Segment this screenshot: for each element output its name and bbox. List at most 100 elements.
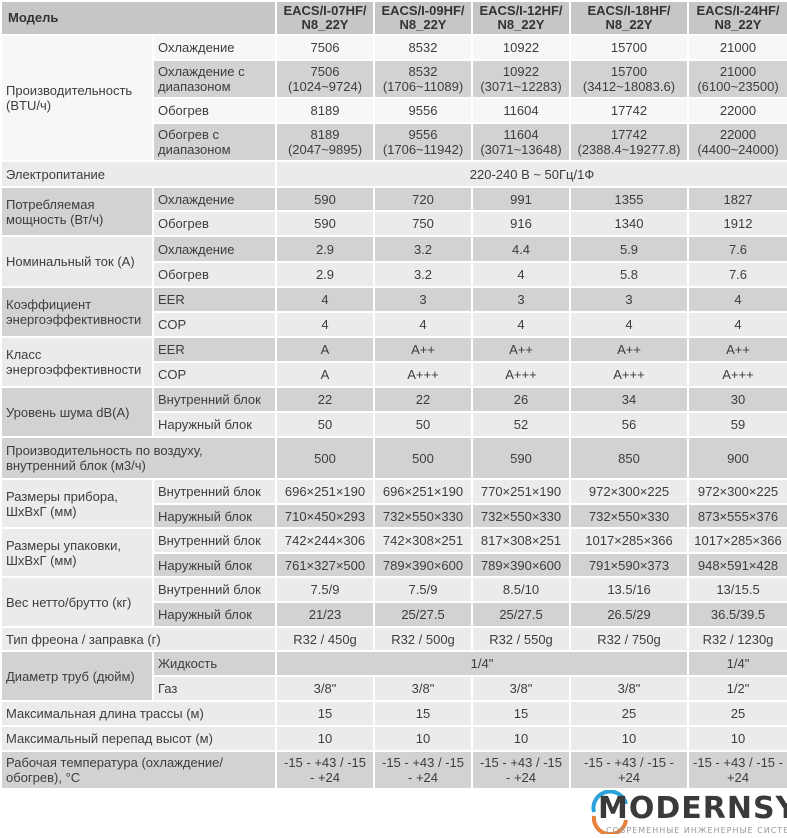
value-cell: 791×590×373 <box>569 552 689 578</box>
parameter-label: Вес нетто/брутто (кг) <box>0 576 154 628</box>
value-cell: 7506 (1024~9724) <box>275 59 375 99</box>
value-cell: 3 <box>471 286 571 313</box>
sub-parameter-label: Наружный блок <box>152 601 277 628</box>
value-cell: 1827 <box>687 186 787 212</box>
model-column-header: EACS/I-24HF/ N8_22Y <box>687 0 787 36</box>
model-header: Модель <box>0 0 277 36</box>
parameter-label: Номинальный ток (А) <box>0 235 154 288</box>
value-cell: 15 <box>471 700 571 727</box>
value-cell: 59 <box>687 411 787 438</box>
value-cell: 11604 <box>471 97 571 124</box>
value-cell: 3.2 <box>373 261 473 288</box>
parameter-label: Размеры прибора, ШхВхГ (мм) <box>0 478 154 529</box>
value-cell: 789×390×600 <box>471 552 571 578</box>
logo-tagline: СОВРЕМЕННЫЕ ИНЖЕНЕРНЫЕ СИСТЕМЫ <box>606 826 787 835</box>
table-row: Номинальный ток (А) Охлаждение 2.9 3.2 4.4 5.… <box>0 235 787 288</box>
sub-parameter-label: Жидкость <box>152 650 277 677</box>
value-cell: 3.2 <box>373 235 473 263</box>
value-cell: 4 <box>373 311 473 338</box>
value-cell: 50 <box>275 411 375 438</box>
value-cell: 10 <box>471 725 571 752</box>
value-cell: 4.4 <box>471 235 571 263</box>
value-cell: 25 <box>687 700 787 727</box>
header-row: Модель EACS/I-07HF/ N8_22Y EACS/I-09HF/ … <box>0 0 787 36</box>
value-cell: 220-240 В ~ 50Гц/1Ф <box>275 160 787 188</box>
value-cell: 5.8 <box>569 261 689 288</box>
value-cell: A++ <box>373 336 473 363</box>
logo-brand: MODERNSYS <box>598 791 787 826</box>
value-cell: A++ <box>569 336 689 363</box>
value-cell: 30 <box>687 386 787 413</box>
value-cell: A+++ <box>373 361 473 388</box>
table-row: Наружный блок 710×450×293 732×550×330 732×5… <box>1 503 787 529</box>
parameter-label: Производительность (BTU/ч) <box>0 34 154 162</box>
value-cell: 1/4" <box>687 650 787 677</box>
value-cell: 7506 <box>275 34 375 61</box>
sub-parameter-label: Обогрев <box>152 261 277 288</box>
sub-parameter-label: EER <box>152 286 277 313</box>
value-cell: 10922 <box>471 34 571 61</box>
table-row: Коэффициент энергоэффективности EER 4 3 3 3 4 <box>0 286 787 338</box>
value-cell: 7.5/9 <box>373 576 473 603</box>
sub-parameter-label: Наружный блок <box>152 503 277 529</box>
sub-parameter-label: Обогрев <box>152 97 277 124</box>
value-cell: 732×550×330 <box>569 503 689 529</box>
value-cell: 1/4" <box>275 650 689 677</box>
value-cell: 3/8" <box>373 675 473 702</box>
sub-parameter-label: Внутренний блок <box>152 576 277 603</box>
value-cell: 22 <box>373 386 473 413</box>
value-cell: 3/8" <box>569 675 689 702</box>
value-cell: 36.5/39.5 <box>687 601 787 628</box>
parameter-label: Размеры упаковки, ШхВхГ (мм) <box>0 527 154 578</box>
value-cell: A++ <box>471 336 571 363</box>
value-cell: 50 <box>373 411 473 438</box>
model-column-header: EACS/I-12HF/ N8_22Y <box>471 0 571 36</box>
sub-parameter-label: Газ <box>152 675 277 702</box>
table-row: Производительность по воздуху, внутренни… <box>0 436 787 480</box>
specs-table: Модель EACS/I-07HF/ N8_22Y EACS/I-09HF/ … <box>0 0 787 790</box>
value-cell: A+++ <box>569 361 689 388</box>
value-cell: 742×244×306 <box>275 527 375 554</box>
table-row: Класс энергоэффективности EER A A++ A++ A++ A+… <box>0 336 787 388</box>
table-row: Диаметр труб (дюйм) Жидкость 1/4" 1/4" <box>0 650 787 702</box>
table-row: Вес нетто/брутто (кг) Внутренний блок 7.5/… <box>0 576 787 628</box>
value-cell: 22 <box>275 386 375 413</box>
sub-parameter-label: EER <box>152 336 277 363</box>
value-cell: 13/15.5 <box>687 576 787 603</box>
parameter-label: Рабочая температура (охлаждение/ обогрев… <box>0 750 277 790</box>
value-cell: 2.9 <box>275 261 375 288</box>
value-cell: 10 <box>373 725 473 752</box>
value-cell: 590 <box>471 436 571 480</box>
table-row: Обогрев 590 750 916 1340 1912 <box>1 210 787 237</box>
parameter-label: Производительность по воздуху, внутренни… <box>0 436 277 480</box>
value-cell: 4 <box>687 311 787 338</box>
table-row: Обогрев 2.9 3.2 4 5.8 7.6 <box>1 261 787 288</box>
value-cell: -15 - +43 / -15 - +24 <box>373 750 473 790</box>
value-cell: 26.5/29 <box>569 601 689 628</box>
value-cell: 1017×285×366 <box>569 527 689 554</box>
value-cell: 10 <box>569 725 689 752</box>
value-cell: 710×450×293 <box>275 503 375 529</box>
sub-parameter-label: Внутренний блок <box>152 527 277 554</box>
sub-parameter-label: COP <box>152 361 277 388</box>
sub-parameter-label: Охлаждение с диапазоном <box>152 59 277 99</box>
value-cell: -15 - +43 / -15 - +24 <box>569 750 689 790</box>
value-cell: 10 <box>275 725 375 752</box>
value-cell: 3 <box>569 286 689 313</box>
value-cell: 761×327×500 <box>275 552 375 578</box>
value-cell: 15 <box>275 700 375 727</box>
sub-parameter-label: COP <box>152 311 277 338</box>
value-cell: 8189 (2047~9895) <box>275 122 375 162</box>
value-cell: 4 <box>471 311 571 338</box>
value-cell: 26 <box>471 386 571 413</box>
value-cell: 56 <box>569 411 689 438</box>
value-cell: 900 <box>687 436 787 480</box>
value-cell: 696×251×190 <box>275 478 375 505</box>
value-cell: 21000 <box>687 34 787 61</box>
table-row: Рабочая температура (охлаждение/ обогрев… <box>0 750 787 790</box>
value-cell: 17742 <box>569 97 689 124</box>
sub-parameter-label: Охлаждение <box>152 186 277 212</box>
value-cell: 3/8" <box>471 675 571 702</box>
value-cell: 750 <box>373 210 473 237</box>
value-cell: 4 <box>275 311 375 338</box>
